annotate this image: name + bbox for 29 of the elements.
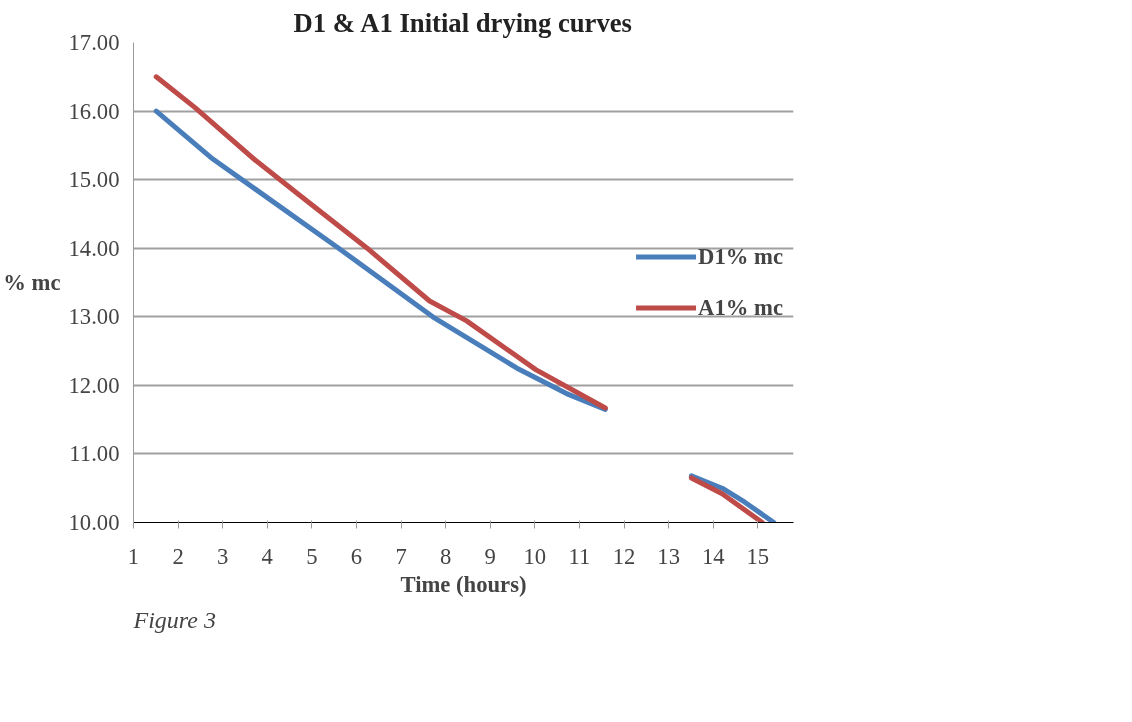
y-tick-label: 13.00 xyxy=(68,304,120,330)
chart-title: D1 & A1 Initial drying curves xyxy=(293,7,632,38)
x-tick-label: 6 xyxy=(350,543,363,569)
x-tick-label: 15 xyxy=(746,543,770,569)
y-tick-label: 15.00 xyxy=(68,167,120,193)
y-tick-label: 10.00 xyxy=(68,510,120,535)
y-tick-label: 17.00 xyxy=(68,30,120,55)
x-tick-label: 8 xyxy=(440,543,452,569)
x-tick-label: 13 xyxy=(657,543,680,569)
x-tick-label: 7 xyxy=(395,543,407,569)
caption: Figure 3 xyxy=(132,606,216,633)
x-tick-label: 11 xyxy=(568,543,591,569)
x-tick-label: 1 xyxy=(127,543,140,569)
legend-label: D1% mc xyxy=(698,243,783,270)
x-tick-label: 12 xyxy=(612,543,636,569)
x-tick-label: 10 xyxy=(523,543,547,569)
y-tick-label: 14.00 xyxy=(68,235,120,261)
x-axis-title: Time (hours) xyxy=(400,571,527,597)
x-tick-label: 4 xyxy=(261,543,273,569)
y-axis-title: % mc xyxy=(3,270,61,295)
x-tick-label: 3 xyxy=(217,543,229,569)
x-tick-label: 2 xyxy=(172,543,184,569)
x-tick-label: 5 xyxy=(306,543,318,569)
y-tick-label: 11.00 xyxy=(69,441,120,467)
legend-label: A1% mc xyxy=(698,294,783,321)
x-tick-label: 9 xyxy=(484,543,496,569)
x-tick-label: 14 xyxy=(701,543,725,569)
y-tick-label: 16.00 xyxy=(68,98,120,124)
y-tick-label: 12.00 xyxy=(68,372,120,398)
